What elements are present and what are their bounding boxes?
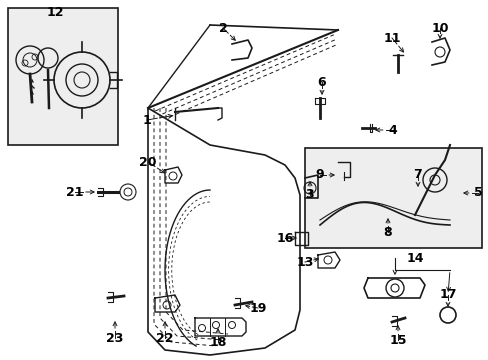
Text: 13: 13 [296, 256, 313, 269]
Text: 22: 22 [156, 332, 173, 345]
Text: 1: 1 [142, 113, 151, 126]
Text: 14: 14 [406, 252, 423, 265]
Text: 7: 7 [413, 168, 422, 181]
Text: 3: 3 [305, 189, 314, 202]
Text: 21: 21 [66, 185, 83, 198]
Text: 10: 10 [430, 22, 448, 35]
Bar [305, 148, 481, 248]
Text: 15: 15 [388, 333, 406, 346]
Text: 5: 5 [473, 186, 481, 199]
Text: 9: 9 [315, 168, 324, 181]
Text: 8: 8 [383, 225, 391, 238]
Text: 4: 4 [388, 123, 397, 136]
Text: 2: 2 [218, 22, 227, 35]
Text: 6: 6 [317, 76, 325, 89]
Text: 16: 16 [276, 231, 293, 244]
Text: 23: 23 [106, 332, 123, 345]
Bar [8, 8, 118, 145]
Text: 11: 11 [383, 31, 400, 45]
Text: 17: 17 [438, 288, 456, 302]
Text: 20: 20 [139, 156, 157, 168]
Text: 19: 19 [249, 302, 266, 315]
Text: 18: 18 [209, 336, 226, 348]
Text: 12: 12 [46, 5, 63, 18]
